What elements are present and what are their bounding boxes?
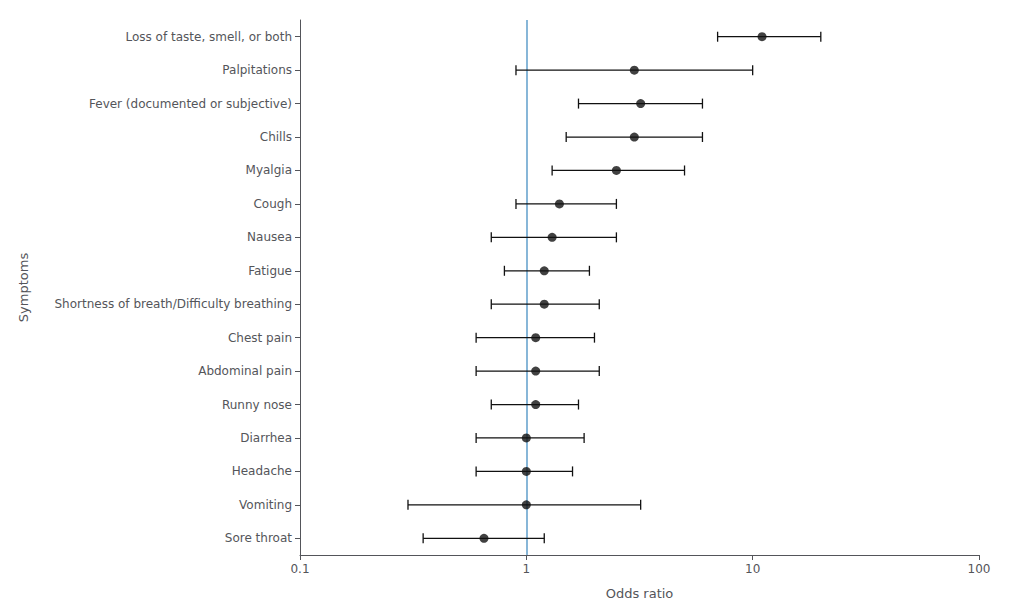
svg-text:Loss of taste, smell, or both: Loss of taste, smell, or both — [125, 30, 292, 44]
svg-text:Cough: Cough — [253, 197, 292, 211]
svg-text:Myalgia: Myalgia — [246, 163, 292, 177]
svg-text:0.1: 0.1 — [290, 562, 309, 576]
svg-text:Odds ratio: Odds ratio — [606, 586, 674, 601]
svg-text:Palpitations: Palpitations — [222, 63, 292, 77]
svg-text:Symptoms: Symptoms — [16, 253, 31, 323]
svg-text:Fatigue: Fatigue — [248, 264, 292, 278]
svg-text:Chest pain: Chest pain — [228, 331, 292, 345]
svg-text:Diarrhea: Diarrhea — [240, 431, 292, 445]
svg-text:Vomiting: Vomiting — [239, 498, 292, 512]
svg-text:Fever (documented or subjectiv: Fever (documented or subjective) — [89, 97, 292, 111]
svg-text:1: 1 — [523, 562, 531, 576]
svg-text:Runny nose: Runny nose — [222, 398, 292, 412]
svg-text:100: 100 — [968, 562, 991, 576]
svg-text:Nausea: Nausea — [247, 230, 292, 244]
svg-text:Sore throat: Sore throat — [225, 531, 293, 545]
svg-text:Abdominal pain: Abdominal pain — [198, 364, 292, 378]
svg-text:Chills: Chills — [260, 130, 292, 144]
svg-text:Shortness of breath/Difficulty: Shortness of breath/Difficulty breathing — [55, 297, 293, 311]
svg-text:10: 10 — [745, 562, 760, 576]
svg-text:Headache: Headache — [232, 464, 292, 478]
